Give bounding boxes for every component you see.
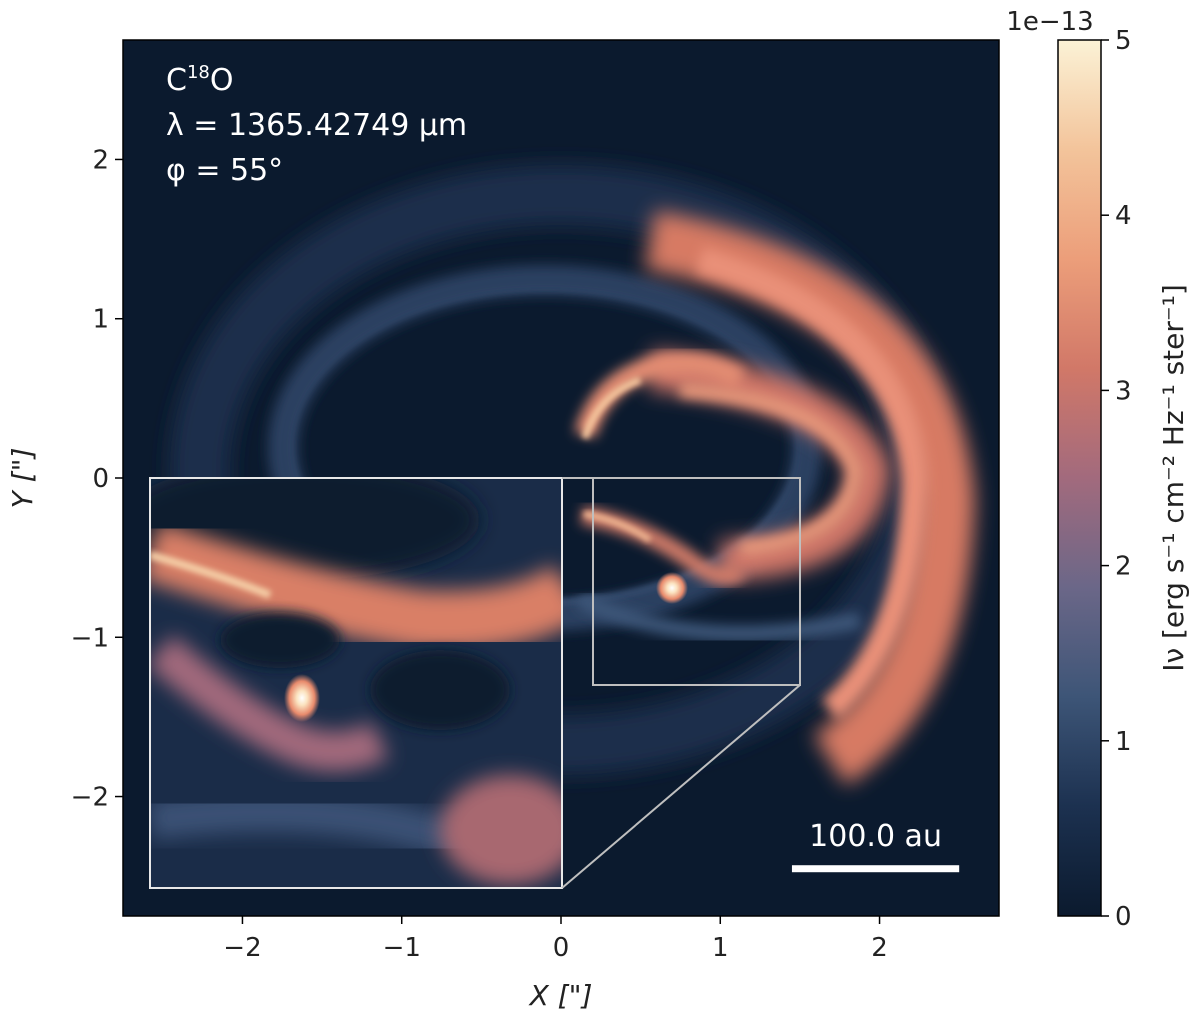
x-tick-label: 2 xyxy=(871,933,888,963)
inset-lower-band xyxy=(150,634,389,772)
y-tick-label: 0 xyxy=(92,464,109,494)
scale-bar: 100.0 au xyxy=(791,819,960,873)
inset-main-band xyxy=(150,521,562,651)
upper-arm-tip xyxy=(581,376,642,440)
inset-dark-hole-2 xyxy=(370,650,510,730)
lower-arm-tip xyxy=(583,511,652,543)
y-axis: −2 −1 0 1 2 xyxy=(71,145,123,813)
inset-panel xyxy=(149,477,801,889)
x-tick-label: −2 xyxy=(223,933,261,963)
species-label: C18O xyxy=(166,62,233,98)
colorbar-tick-label: 2 xyxy=(1115,552,1132,582)
inset-hotspot xyxy=(284,674,320,722)
colorbar: 0 1 2 3 4 5 1e−13 Iν [erg s⁻¹ cm⁻² Hz⁻¹ ster⁻… xyxy=(1006,7,1190,932)
annotation-block: C18O λ = 1365.42749 μm φ = 55° xyxy=(166,62,467,188)
y-tick-label: 1 xyxy=(92,305,109,335)
inset-frame xyxy=(149,477,563,889)
x-axis-label: X ["] xyxy=(528,979,593,1012)
lower-arc xyxy=(576,592,862,642)
inset-edge-band xyxy=(150,551,272,599)
colorbar-exponent: 1e−13 xyxy=(1006,7,1093,37)
x-tick-label: −1 xyxy=(383,933,421,963)
y-tick-label: −2 xyxy=(71,783,109,813)
bright-inner-arc xyxy=(647,350,891,580)
colorbar-label: Iν [erg s⁻¹ cm⁻² Hz⁻¹ ster⁻¹] xyxy=(1157,284,1190,672)
colorbar-tick-label: 5 xyxy=(1115,26,1132,56)
bright-inner-arc-core xyxy=(679,383,863,555)
hotspot xyxy=(656,572,688,604)
y-axis-label: Y ["] xyxy=(6,448,39,509)
colorbar-tick-label: 1 xyxy=(1115,727,1132,757)
bright-outer-arc-core xyxy=(696,247,929,720)
colorbar-tick-label: 4 xyxy=(1115,201,1132,231)
inset-dark-hole-1 xyxy=(220,612,340,668)
inset-connector-bottom xyxy=(561,684,801,889)
x-tick-label: 0 xyxy=(553,933,570,963)
y-tick-label: −1 xyxy=(71,623,109,653)
inset-bottom-glow xyxy=(440,775,562,885)
colorbar-tick-label: 3 xyxy=(1115,376,1132,406)
angle-label: φ = 55° xyxy=(166,153,283,188)
scale-bar-line xyxy=(791,865,960,873)
x-axis: −2 −1 0 1 2 xyxy=(223,916,888,963)
colorbar-tick-label: 0 xyxy=(1115,902,1132,932)
colorbar-fill xyxy=(1057,39,1102,917)
wavelength-label: λ = 1365.42749 μm xyxy=(166,108,467,143)
inset-source-box xyxy=(592,477,801,686)
y-tick-label: 2 xyxy=(92,145,109,175)
scale-bar-label: 100.0 au xyxy=(809,819,942,854)
colorbar-ticks: 0 1 2 3 4 5 xyxy=(1101,26,1132,932)
x-tick-label: 1 xyxy=(712,933,729,963)
